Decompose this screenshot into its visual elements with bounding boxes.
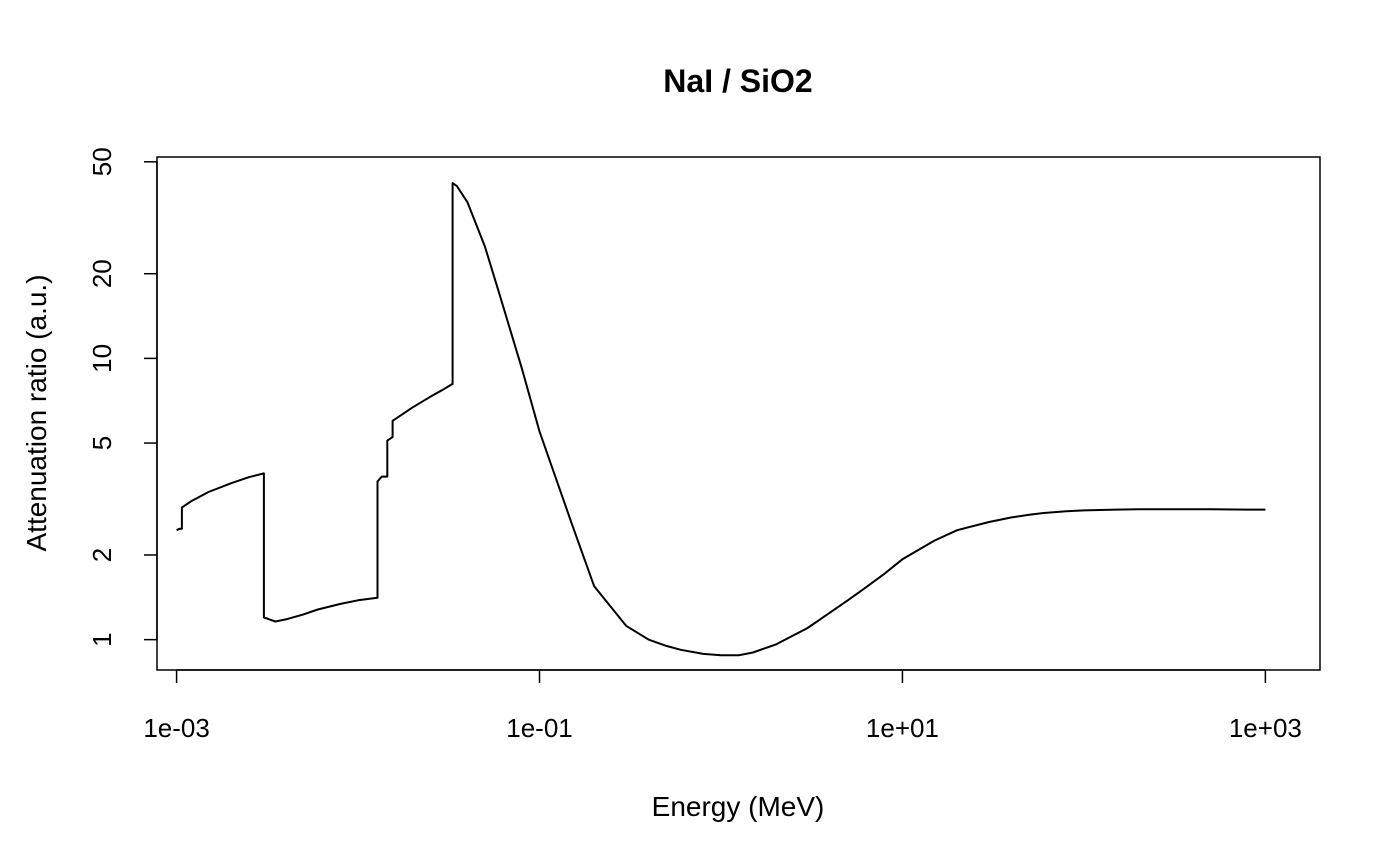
series-line [176, 182, 1266, 657]
x-axis-label: Energy (MeV) [652, 791, 825, 822]
x-tick-label: 1e-03 [143, 713, 210, 743]
x-axis: 1e-03 1e-01 1e+01 1e+03 [143, 669, 1302, 743]
plot-frame [156, 156, 1321, 671]
y-tick-label: 20 [87, 259, 117, 288]
y-tick-label: 2 [87, 548, 117, 562]
plot-area [176, 182, 1266, 657]
y-axis-label: Attenuation ratio (a.u.) [21, 274, 52, 551]
x-tick-label: 1e-01 [506, 713, 573, 743]
y-tick-label: 50 [87, 147, 117, 176]
y-tick-label: 5 [87, 436, 117, 450]
x-tick-label: 1e+03 [1229, 713, 1302, 743]
x-tick-label: 1e+01 [866, 713, 939, 743]
chart-title: NaI / SiO2 [663, 63, 812, 99]
y-tick-label: 10 [87, 344, 117, 373]
y-axis: 1 2 5 10 20 50 [87, 147, 158, 647]
y-tick-label: 1 [87, 632, 117, 646]
